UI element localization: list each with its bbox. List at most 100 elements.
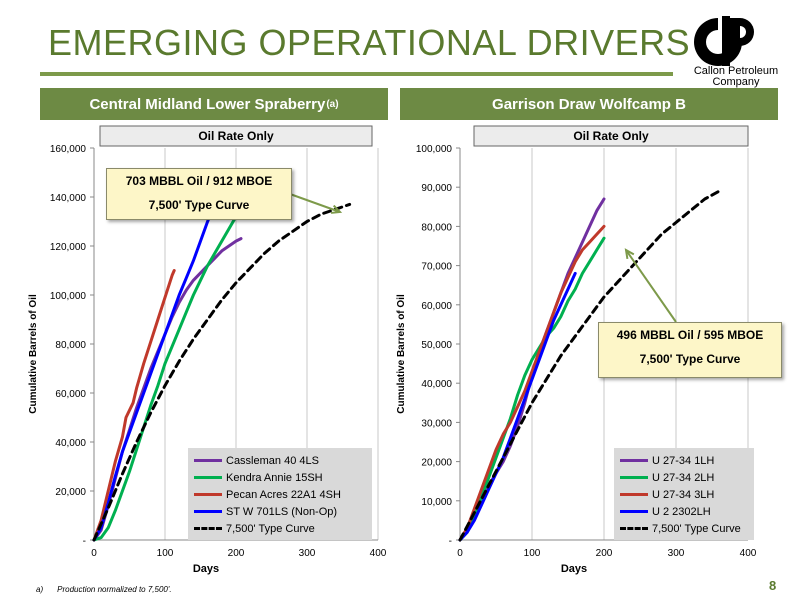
legend-swatch (194, 527, 222, 530)
legend-swatch (620, 459, 648, 462)
x-tick-label: 400 (740, 548, 757, 559)
y-tick-label: 90,000 (421, 183, 452, 194)
callout-arrowhead (624, 248, 635, 260)
left-banner-footnote-mark: (a) (326, 98, 339, 110)
right-banner-title: Garrison Draw Wolfcamp B (492, 95, 686, 113)
y-tick-label: 60,000 (55, 389, 86, 400)
legend-entry: Pecan Acres 22A1 4SH (194, 486, 366, 503)
y-tick-label: 50,000 (421, 340, 452, 351)
legend-swatch (620, 527, 648, 530)
y-tick-label: 30,000 (421, 418, 452, 429)
slide-title: EMERGING OPERATIONAL DRIVERS (48, 22, 691, 63)
x-tick-label: 200 (228, 548, 245, 559)
x-tick-label: 100 (524, 548, 541, 559)
y-tick-label: - (83, 536, 86, 547)
legend-label: ST W 701LS (Non-Op) (226, 505, 338, 518)
legend-label: Kendra Annie 15SH (226, 471, 323, 484)
right-section-banner: Garrison Draw Wolfcamp B (400, 88, 778, 120)
right-chart-legend: U 27-34 1LH U 27-34 2LH U 27-34 3LH U 2 230… (614, 448, 754, 540)
chart-title-box (99, 125, 373, 147)
left-banner-title: Central Midland Lower Spraberry (89, 95, 326, 113)
series-line-4 (458, 271, 577, 542)
chart-title: Oil Rate Only (573, 129, 649, 143)
y-tick-label: 100,000 (416, 144, 453, 155)
y-tick-label: 70,000 (421, 262, 452, 273)
y-tick-label: 160,000 (50, 144, 87, 155)
left-callout-line2: 7,500' Type Curve (148, 198, 250, 212)
y-tick-label: 10,000 (421, 497, 452, 508)
legend-label: U 27-34 2LH (652, 471, 715, 484)
x-tick-label: 400 (370, 548, 387, 559)
legend-label: U 2 2302LH (652, 505, 711, 518)
legend-entry: Cassleman 40 4LS (194, 452, 366, 469)
y-tick-label: - (449, 536, 452, 547)
left-chart-legend: Cassleman 40 4LS Kendra Annie 15SH Pecan A… (188, 448, 372, 540)
x-tick-label: 200 (596, 548, 613, 559)
legend-entry: U 27-34 3LH (620, 486, 748, 503)
title-divider (40, 72, 673, 76)
footnote: a) Production normalized to 7,500'. (36, 585, 172, 594)
company-logo-text: Callon Petroleum Company (676, 66, 796, 88)
legend-label: 7,500' Type Curve (652, 522, 741, 535)
y-tick-label: 100,000 (50, 291, 87, 302)
y-tick-label: 40,000 (421, 379, 452, 390)
footnote-marker: a) (36, 585, 44, 594)
legend-label: 7,500' Type Curve (226, 522, 315, 535)
right-chart-panel: Oil Rate Only 0 100 200 300 400 - 10,000 20,000 3… (390, 120, 782, 580)
series-line-2 (458, 236, 606, 542)
legend-entry: 7,500' Type Curve (620, 520, 748, 537)
logo-text-line1: Callon Petroleum (693, 65, 779, 77)
legend-swatch (194, 476, 222, 479)
legend-entry: Kendra Annie 15SH (194, 469, 366, 486)
legend-label: Pecan Acres 22A1 4SH (226, 488, 341, 501)
right-chart: Oil Rate Only 0 100 200 300 400 - 10,000 20,000 3… (396, 125, 757, 575)
legend-swatch (620, 510, 648, 513)
legend-label: U 27-34 1LH (652, 454, 715, 467)
right-callout-line2: 7,500' Type Curve (639, 352, 741, 366)
x-tick-label: 0 (457, 548, 463, 559)
y-tick-label: 40,000 (55, 438, 86, 449)
x-tick-label: 100 (157, 548, 174, 559)
series-line-4 (92, 207, 215, 542)
callout-arrow (289, 193, 341, 213)
x-tick-label: 300 (668, 548, 685, 559)
series-line-5 (92, 202, 352, 542)
logo-text-line2: Company (712, 76, 760, 88)
company-logo (694, 16, 754, 66)
y-axis-label: Cumulative Barrels of Oil (396, 294, 407, 414)
right-type-curve-callout: 496 MBBL Oil / 595 MBOE 7,500' Type Curv… (598, 322, 782, 378)
y-tick-label: 20,000 (55, 487, 86, 498)
left-chart: Oil Rate Only 0 100 200 300 400 - 20,000 40,000 6… (28, 125, 387, 575)
legend-swatch (194, 510, 222, 513)
chart-title: Oil Rate Only (198, 129, 274, 143)
page-number: 8 (769, 578, 777, 593)
y-tick-label: 20,000 (421, 458, 452, 469)
series-line-3 (458, 224, 606, 542)
x-axis-label: Days (193, 563, 219, 575)
callout-arrow (625, 249, 677, 323)
footnote-text: Production normalized to 7,500'. (57, 585, 172, 594)
left-chart-panel: Oil Rate Only 0 100 200 300 400 - 20,000 40,000 6… (22, 120, 392, 580)
y-axis-label: Cumulative Barrels of Oil (28, 294, 39, 414)
legend-entry: ST W 701LS (Non-Op) (194, 503, 366, 520)
legend-entry: U 27-34 1LH (620, 452, 748, 469)
legend-swatch (194, 459, 222, 462)
legend-swatch (620, 476, 648, 479)
left-callout-line1: 703 MBBL Oil / 912 MBOE (125, 174, 273, 188)
right-callout-line1: 496 MBBL Oil / 595 MBOE (616, 328, 764, 342)
y-tick-label: 140,000 (50, 193, 87, 204)
legend-entry: U 27-34 2LH (620, 469, 748, 486)
y-tick-label: 60,000 (421, 301, 452, 312)
legend-entry: U 2 2302LH (620, 503, 748, 520)
callout-arrowhead (330, 204, 343, 214)
y-tick-label: 120,000 (50, 242, 87, 253)
left-type-curve-callout: 703 MBBL Oil / 912 MBOE 7,500' Type Curv… (106, 168, 292, 220)
chart-title-box (473, 125, 749, 147)
x-tick-label: 0 (91, 548, 97, 559)
legend-label: Cassleman 40 4LS (226, 454, 319, 467)
x-tick-label: 300 (299, 548, 316, 559)
left-section-banner: Central Midland Lower Spraberry (a) (40, 88, 388, 120)
y-tick-label: 80,000 (55, 340, 86, 351)
legend-entry: 7,500' Type Curve (194, 520, 366, 537)
y-tick-label: 80,000 (421, 222, 452, 233)
